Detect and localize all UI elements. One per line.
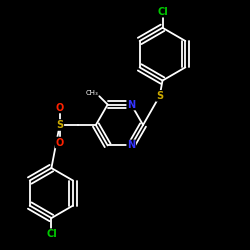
Text: Cl: Cl xyxy=(157,7,168,17)
Text: CH₃: CH₃ xyxy=(86,90,99,96)
Text: S: S xyxy=(156,91,163,101)
Text: N: N xyxy=(127,100,135,110)
Text: S: S xyxy=(56,120,63,130)
Text: O: O xyxy=(56,138,64,147)
Text: N: N xyxy=(127,140,135,150)
Text: Cl: Cl xyxy=(46,229,57,239)
Text: O: O xyxy=(56,102,64,113)
